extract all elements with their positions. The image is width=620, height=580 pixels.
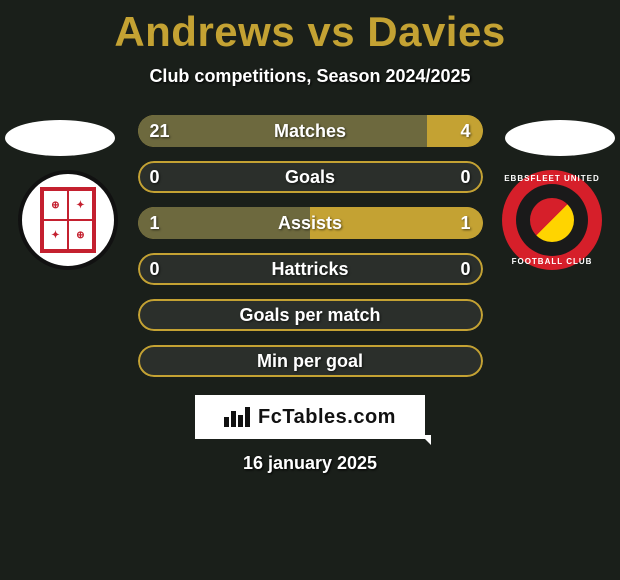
brand-icon xyxy=(224,407,252,427)
date-text: 16 january 2025 xyxy=(0,453,620,474)
stat-value-left: 0 xyxy=(150,253,160,285)
stat-row: Hattricks 0 0 xyxy=(138,253,483,285)
stat-value-left: 0 xyxy=(150,161,160,193)
comparison-title: Andrews vs Davies xyxy=(0,0,620,56)
vs-text: vs xyxy=(307,8,367,55)
stat-value-right: 0 xyxy=(460,253,470,285)
stat-row: Assists 1 1 xyxy=(138,207,483,239)
stat-label: Hattricks xyxy=(271,259,348,279)
stat-row: Goals per match xyxy=(138,299,483,331)
stat-value-right: 4 xyxy=(460,115,470,147)
stat-label: Goals per match xyxy=(239,305,380,325)
stat-value-left: 1 xyxy=(150,207,160,239)
brand-text: FcTables.com xyxy=(258,406,396,429)
club1-crest: ⊕✦ ✦⊕ xyxy=(18,170,118,270)
stat-row: Goals 0 0 xyxy=(138,161,483,193)
stat-label: Goals xyxy=(285,167,335,187)
brand-corner-icon xyxy=(421,435,431,445)
player2-name: Davies xyxy=(367,8,505,55)
stat-label: Min per goal xyxy=(257,351,363,371)
stat-label: Matches xyxy=(274,121,346,141)
stat-fill-right xyxy=(427,115,482,147)
player1-name: Andrews xyxy=(114,8,295,55)
stat-value-right: 0 xyxy=(460,161,470,193)
stats-container: Matches214Goals00Assists11Hattricks00Goa… xyxy=(138,115,483,377)
stat-label: Assists xyxy=(278,213,342,233)
player2-avatar-placeholder xyxy=(505,120,615,156)
stat-row: Matches 21 4 xyxy=(138,115,483,147)
subtitle: Club competitions, Season 2024/2025 xyxy=(0,66,620,87)
stat-value-left: 21 xyxy=(150,115,170,147)
brand-box[interactable]: FcTables.com xyxy=(195,395,425,439)
player1-avatar-placeholder xyxy=(5,120,115,156)
club2-crest: EBBSFLEET UNITED FOOTBALL CLUB xyxy=(502,170,602,270)
stat-value-right: 1 xyxy=(460,207,470,239)
stat-row: Min per goal xyxy=(138,345,483,377)
